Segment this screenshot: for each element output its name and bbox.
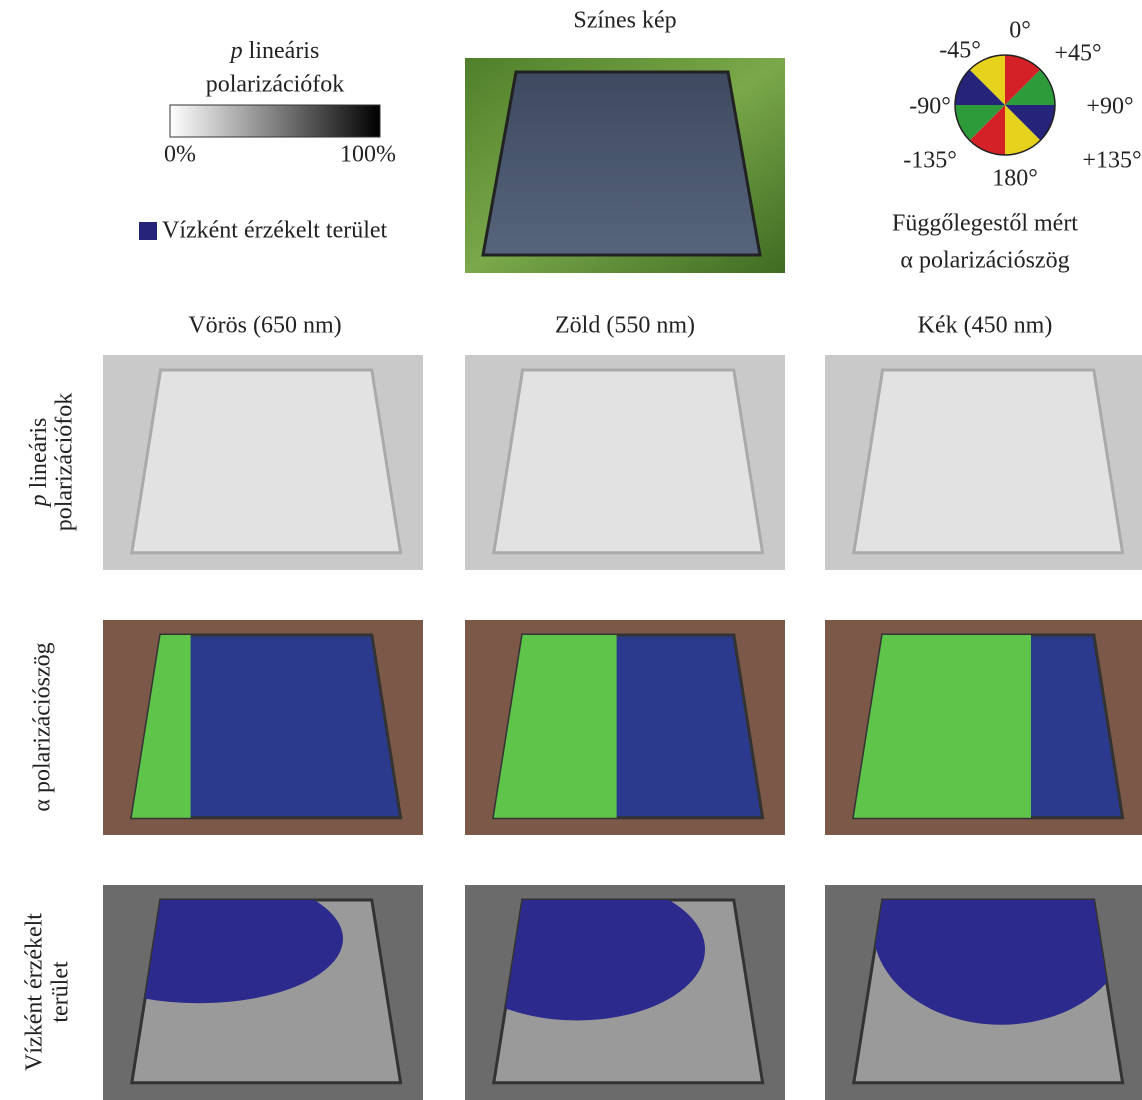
wheel-label: -135°	[903, 148, 957, 174]
row-label: p lineáris	[26, 418, 52, 509]
wheel-caption: Függőlegestől mért	[892, 211, 1078, 237]
legend-title-line: lineáris	[249, 38, 320, 64]
tile-region	[873, 831, 1129, 1025]
legend-gradient	[170, 105, 380, 137]
row-label: terület	[48, 961, 74, 1023]
legend-min: 0%	[164, 142, 196, 168]
wheel-label: +90°	[1086, 94, 1133, 120]
image-title: Színes kép	[573, 8, 676, 34]
wheel-label: -45°	[939, 38, 981, 64]
legend-swatch	[139, 222, 157, 240]
row-label-line: lineáris	[26, 418, 52, 489]
legend-max: 100%	[340, 142, 396, 168]
row-symbol: p	[26, 494, 52, 508]
wheel-label: +45°	[1054, 41, 1101, 67]
panel-tile	[494, 370, 763, 553]
column-header: Kék (450 nm)	[918, 313, 1053, 339]
row-label: polarizációfok	[52, 393, 78, 532]
photo-tile	[483, 72, 760, 255]
column-header: Zöld (550 nm)	[555, 313, 695, 339]
wheel-caption: α polarizációszög	[900, 248, 1069, 274]
panel-tile	[132, 370, 401, 553]
wheel-label: +135°	[1082, 148, 1141, 174]
legend-symbol: p	[229, 38, 243, 64]
figure: plineáris polarizációfok 0% 100% Vízként…	[0, 0, 1142, 1100]
legend-title: polarizációfok	[206, 72, 345, 98]
angle-wheel: 0° +45° +90° +135° 180° -135° -90° -45°	[903, 18, 1141, 192]
legend-water: Vízként érzékelt terület	[162, 218, 388, 244]
panel-tile	[854, 370, 1123, 553]
wheel-label: -90°	[909, 94, 951, 120]
panel-grid	[55, 355, 1142, 1100]
wheel-label: 180°	[992, 166, 1038, 192]
row-label: Vízként érzékelt	[22, 913, 48, 1071]
wheel-label: 0°	[1009, 18, 1031, 44]
row-label: α polarizációszög	[30, 642, 56, 811]
column-header: Vörös (650 nm)	[188, 313, 341, 339]
